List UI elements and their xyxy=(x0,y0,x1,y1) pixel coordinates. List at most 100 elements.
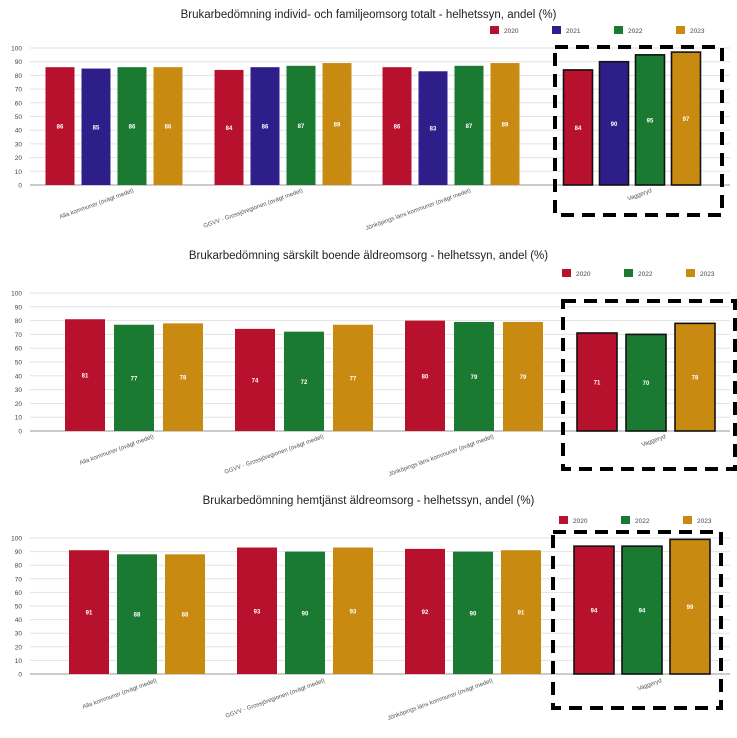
legend-swatch-2023 xyxy=(683,516,692,524)
chart-title: Brukarbedömning individ- och familjeomso… xyxy=(180,9,557,21)
bar-2020 xyxy=(405,548,445,674)
bar-2021 xyxy=(598,60,630,186)
bar-2022 xyxy=(285,551,325,674)
legend-label-2023: 2023 xyxy=(697,518,712,525)
highlight-box xyxy=(561,299,737,471)
bar-2020 xyxy=(573,545,615,675)
data-label: 83 xyxy=(430,127,437,133)
y-tick-label: 60 xyxy=(15,590,23,597)
data-label: 90 xyxy=(302,611,309,617)
bar-2022 xyxy=(286,65,316,185)
data-label: 90 xyxy=(611,122,618,128)
y-tick-label: 100 xyxy=(11,46,22,53)
data-label: 74 xyxy=(252,378,259,384)
data-label: 71 xyxy=(594,381,601,387)
bar-2022 xyxy=(454,65,484,185)
legend-swatch-2023 xyxy=(676,26,685,34)
data-label: 87 xyxy=(298,124,305,130)
bar-2022 xyxy=(284,331,324,431)
category-label: Vaggeryd xyxy=(641,434,667,448)
bar-2022 xyxy=(625,333,667,432)
data-label: 91 xyxy=(518,611,525,617)
bar-2022 xyxy=(634,54,666,186)
legend-label-2022: 2022 xyxy=(635,518,650,525)
y-tick-label: 100 xyxy=(11,291,22,298)
legend-label-2023: 2023 xyxy=(690,28,705,35)
y-tick-label: 90 xyxy=(15,549,23,556)
category-label: GGVV - Grossjöregionen (ovägt medel) xyxy=(225,678,326,720)
bar-2023 xyxy=(322,63,352,185)
category-label: Alla kommuner (ovägt medel) xyxy=(82,678,158,710)
bar-2022 xyxy=(621,545,663,675)
chart-ifo: 0 10 20 30 40 50 60 70 80 90 100 2020 2021 2022 2023 86… xyxy=(11,26,730,232)
data-label: 86 xyxy=(129,125,136,131)
data-label: 72 xyxy=(301,380,308,386)
category-label: Jönköpings läns kommuner (ovägt medel) xyxy=(365,188,472,232)
y-tick-label: 50 xyxy=(15,360,23,367)
data-label: 86 xyxy=(262,125,269,131)
data-label: 85 xyxy=(93,125,100,131)
y-tick-label: 50 xyxy=(15,114,23,121)
chart-panel-1: Brukarbedömning individ- och familjeomso… xyxy=(0,0,737,245)
bar-2022 xyxy=(454,321,494,431)
y-tick-label: 0 xyxy=(18,672,22,679)
y-tick-label: 100 xyxy=(11,536,22,543)
data-label: 94 xyxy=(639,609,646,615)
bar-2021 xyxy=(250,67,280,185)
y-tick-label: 40 xyxy=(15,128,23,135)
data-label: 77 xyxy=(350,376,357,382)
bar-2020 xyxy=(405,320,445,431)
y-tick-label: 10 xyxy=(15,169,23,176)
bar-2020 xyxy=(576,332,618,432)
legend-swatch-2023 xyxy=(686,269,695,277)
data-label: 89 xyxy=(502,123,509,129)
y-tick-label: 30 xyxy=(15,631,23,638)
y-tick-label: 40 xyxy=(15,373,23,380)
bar-2023 xyxy=(333,547,373,674)
data-label: 87 xyxy=(466,124,473,130)
y-tick-label: 60 xyxy=(15,346,23,353)
legend-swatch-2022 xyxy=(614,26,623,34)
y-tick-label: 90 xyxy=(15,59,23,66)
data-label: 77 xyxy=(131,376,138,382)
bar-2020 xyxy=(69,550,109,674)
bar-2022 xyxy=(114,324,154,431)
legend-label-2021: 2021 xyxy=(566,28,581,35)
y-tick-label: 80 xyxy=(15,318,23,325)
bar-2021 xyxy=(81,68,111,185)
bar-2020 xyxy=(214,69,244,185)
bar-2022 xyxy=(117,67,147,185)
data-label: 86 xyxy=(57,125,64,131)
y-tick-label: 10 xyxy=(15,415,23,422)
bar-2023 xyxy=(165,554,205,674)
bar-2023 xyxy=(669,538,711,675)
bar-2020 xyxy=(65,319,105,431)
category-label: Vaggeryd xyxy=(627,188,653,202)
y-tick-label: 40 xyxy=(15,617,23,624)
data-label: 95 xyxy=(647,118,654,124)
bar-2023 xyxy=(333,324,373,431)
highlight-box xyxy=(551,530,723,710)
data-label: 86 xyxy=(165,125,172,131)
bar-2020 xyxy=(237,547,277,674)
data-label: 79 xyxy=(471,375,478,381)
data-label: 93 xyxy=(254,609,261,615)
data-label: 88 xyxy=(134,613,141,619)
bar-2023 xyxy=(490,63,520,185)
bar-2022 xyxy=(117,554,157,674)
y-tick-label: 60 xyxy=(15,100,23,107)
chart-panel-2: Brukarbedömning särskilt boende äldreoms… xyxy=(0,245,737,490)
bar-2020 xyxy=(382,67,412,185)
data-label: 84 xyxy=(226,126,233,132)
bar-2020 xyxy=(45,67,75,185)
data-label: 97 xyxy=(683,117,690,123)
bar-2023 xyxy=(501,550,541,674)
legend-label-2023: 2023 xyxy=(700,271,715,278)
legend-swatch-2021 xyxy=(552,26,561,34)
data-label: 90 xyxy=(470,611,477,617)
data-label: 70 xyxy=(643,381,650,387)
legend-label-2020: 2020 xyxy=(504,28,519,35)
y-tick-label: 20 xyxy=(15,644,23,651)
y-tick-label: 30 xyxy=(15,387,23,394)
data-label: 94 xyxy=(591,609,598,615)
